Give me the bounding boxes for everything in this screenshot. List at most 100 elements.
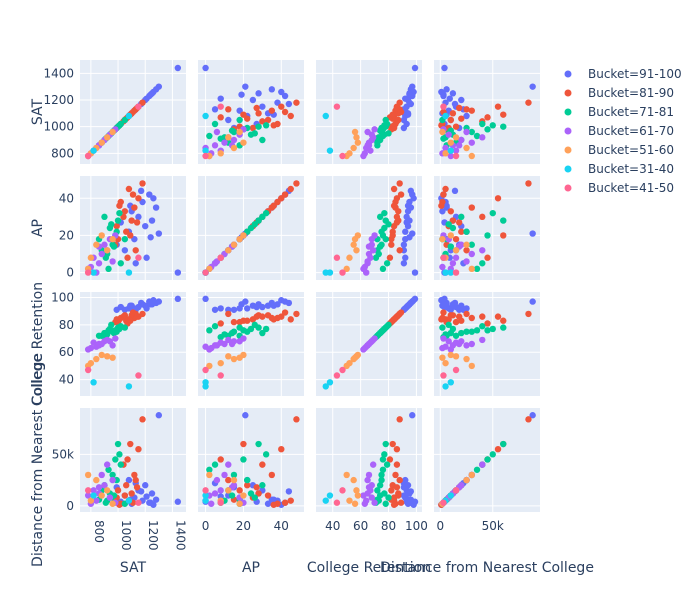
data-point[interactable] [354, 139, 362, 146]
data-point[interactable] [339, 152, 346, 160]
data-point[interactable] [484, 114, 491, 121]
data-point[interactable] [353, 247, 360, 254]
data-point[interactable] [217, 487, 224, 494]
data-point[interactable] [251, 321, 258, 329]
data-point[interactable] [211, 490, 219, 497]
data-point[interactable] [225, 353, 232, 360]
data-point[interactable] [114, 217, 122, 224]
data-point[interactable] [439, 208, 446, 215]
data-point[interactable] [202, 147, 209, 154]
data-point[interactable] [463, 144, 470, 152]
data-point[interactable] [489, 122, 496, 129]
data-point[interactable] [393, 213, 401, 221]
data-point[interactable] [407, 187, 415, 195]
data-point[interactable] [131, 471, 138, 479]
data-point[interactable] [84, 346, 92, 353]
data-point[interactable] [383, 461, 391, 468]
data-point[interactable] [479, 461, 486, 468]
data-point[interactable] [449, 260, 457, 267]
data-point[interactable] [147, 499, 154, 506]
data-point[interactable] [105, 265, 112, 273]
data-point[interactable] [409, 412, 416, 419]
data-point[interactable] [135, 254, 142, 261]
data-point[interactable] [371, 126, 378, 133]
data-point[interactable] [174, 498, 182, 505]
data-point[interactable] [339, 487, 346, 494]
data-point[interactable] [440, 135, 447, 142]
data-point[interactable] [110, 243, 118, 250]
data-point[interactable] [98, 471, 105, 479]
legend-item-bucket-31-40[interactable]: Bucket=31-40 [564, 162, 674, 176]
legend-item-bucket-81-90[interactable]: Bucket=81-90 [564, 86, 674, 100]
data-point[interactable] [463, 128, 470, 136]
data-point[interactable] [264, 302, 272, 309]
data-point[interactable] [90, 492, 97, 499]
data-point[interactable] [125, 112, 133, 120]
data-point[interactable] [452, 247, 460, 254]
data-point[interactable] [259, 329, 266, 337]
data-point[interactable] [124, 456, 131, 463]
data-point[interactable] [479, 336, 486, 344]
data-point[interactable] [447, 232, 454, 239]
data-point[interactable] [217, 254, 224, 261]
data-point[interactable] [103, 134, 111, 141]
data-point[interactable] [440, 499, 447, 506]
data-point[interactable] [93, 497, 100, 504]
data-point[interactable] [396, 247, 403, 254]
data-point[interactable] [365, 243, 373, 250]
data-point[interactable] [367, 147, 374, 154]
data-point[interactable] [364, 258, 371, 265]
data-point[interactable] [463, 106, 470, 113]
data-point[interactable] [452, 353, 460, 360]
data-point[interactable] [109, 354, 116, 361]
data-point[interactable] [400, 260, 408, 267]
data-point[interactable] [443, 202, 450, 209]
legend-item-bucket-51-60[interactable]: Bucket=51-60 [564, 143, 674, 157]
data-point[interactable] [84, 366, 92, 374]
data-point[interactable] [143, 305, 150, 312]
data-point[interactable] [440, 301, 447, 308]
data-point[interactable] [458, 115, 465, 122]
data-point[interactable] [365, 484, 373, 491]
data-point[interactable] [452, 235, 460, 243]
data-point[interactable] [407, 488, 415, 495]
data-point[interactable] [452, 269, 460, 276]
data-point[interactable] [217, 103, 224, 110]
data-point[interactable] [109, 342, 116, 349]
data-point[interactable] [255, 110, 262, 117]
data-point[interactable] [393, 219, 401, 226]
data-point[interactable] [128, 490, 135, 497]
data-point[interactable] [484, 456, 491, 463]
data-point[interactable] [213, 476, 221, 484]
data-point[interactable] [132, 247, 139, 254]
data-point[interactable] [442, 150, 449, 157]
legend-item-bucket-61-70[interactable]: Bucket=61-70 [564, 124, 674, 138]
data-point[interactable] [264, 492, 272, 499]
data-point[interactable] [371, 232, 378, 239]
data-point[interactable] [378, 228, 385, 235]
data-point[interactable] [90, 487, 97, 494]
data-point[interactable] [411, 269, 419, 276]
data-point[interactable] [468, 241, 475, 248]
data-point[interactable] [124, 254, 131, 261]
data-point[interactable] [326, 147, 334, 154]
data-point[interactable] [468, 314, 475, 322]
data-point[interactable] [113, 222, 120, 230]
data-point[interactable] [253, 484, 260, 491]
data-point[interactable] [293, 99, 300, 106]
data-point[interactable] [143, 493, 150, 500]
data-point[interactable] [230, 471, 238, 479]
data-point[interactable] [479, 313, 486, 320]
data-point[interactable] [150, 195, 157, 202]
data-point[interactable] [112, 335, 119, 342]
data-point[interactable] [95, 260, 103, 267]
data-point[interactable] [447, 379, 454, 386]
data-point[interactable] [251, 130, 258, 137]
data-point[interactable] [117, 260, 124, 267]
data-point[interactable] [84, 152, 92, 160]
data-point[interactable] [217, 359, 224, 367]
data-point[interactable] [132, 476, 139, 484]
data-point[interactable] [101, 213, 108, 221]
data-point[interactable] [270, 302, 277, 309]
data-point[interactable] [109, 258, 116, 265]
